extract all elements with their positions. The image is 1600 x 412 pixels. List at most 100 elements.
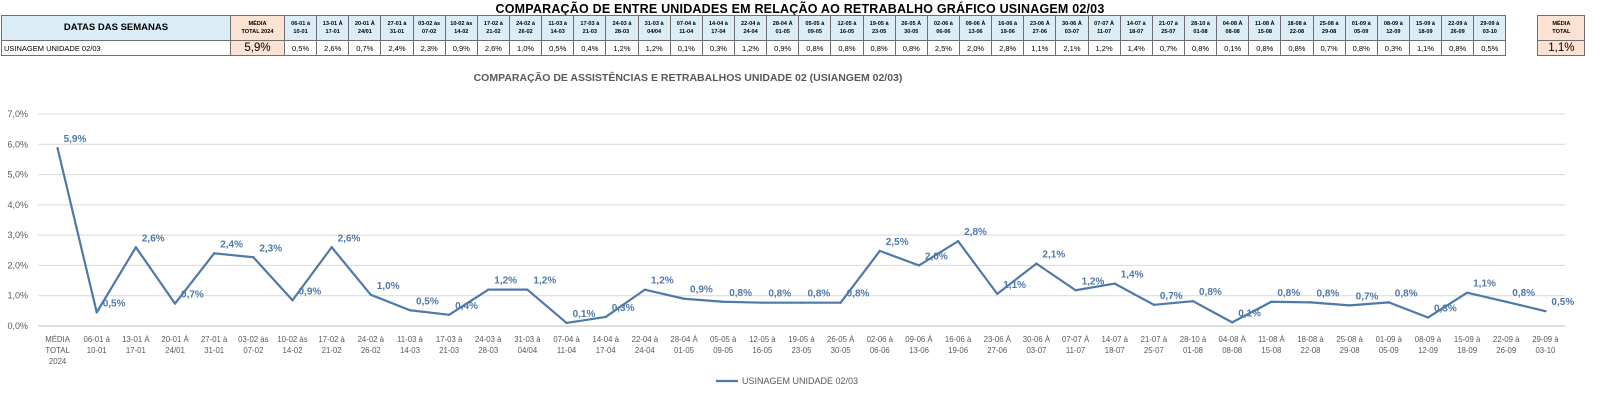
x-tick-label: 17-03 à 21-03 xyxy=(436,335,463,355)
line-chart: COMPARAÇÃO DE ASSISTÊNCIAS E RETRABALHOS… xyxy=(7,71,1574,386)
week-header-cell: 12-05 à 16-05 xyxy=(830,15,864,41)
x-tick-label-line: 04-08 À xyxy=(1219,335,1247,344)
week-header-cell: 19-05 à 23-05 xyxy=(862,15,896,41)
table-header-label: DATAS DAS SEMANAS xyxy=(1,15,231,41)
week-header-end: 14-03 xyxy=(550,29,565,35)
week-value-cell: 0,9% xyxy=(444,40,478,56)
week-header-cell: 23-06 À 27-06 xyxy=(1023,15,1057,41)
week-header-cell: 17-03 à 21-03 xyxy=(573,15,607,41)
week-header-end: 08-08 xyxy=(1225,29,1240,35)
x-tick-label: 24-02 à 26-02 xyxy=(358,335,385,355)
x-tick-label-line: 17-04 xyxy=(596,346,617,355)
media-2024-label-line: TOTAL 2024 xyxy=(241,29,274,35)
media-2024-label-line: MÉDIA xyxy=(248,21,267,27)
x-tick-label: 09-06 À 13-06 xyxy=(905,335,933,355)
y-tick-label: 5,0% xyxy=(7,170,28,180)
week-value-cell: 2,8% xyxy=(991,40,1025,56)
data-point xyxy=(604,315,607,319)
data-label: 2,0% xyxy=(925,251,948,262)
weekly-summary-table: DATAS DAS SEMANAS MÉDIA TOTAL 2024 06-01 à 1… xyxy=(1,15,1586,56)
week-header-end: 01-08 xyxy=(1193,29,1208,35)
week-header-start: 15-09 à xyxy=(1416,21,1435,27)
week-value-cell: 0,8% xyxy=(798,40,832,56)
week-header-start: 07-07 À xyxy=(1094,21,1115,27)
data-point xyxy=(95,311,98,314)
x-tick-label: 11-08 À 15-08 xyxy=(1258,335,1286,355)
x-tick-label: 20-01 À 24/01 xyxy=(161,335,189,355)
week-header-end: 26-09 xyxy=(1450,29,1465,35)
chart-title: COMPARAÇÃO DE ASSISTÊNCIAS E RETRABALHOS… xyxy=(474,71,903,84)
data-point xyxy=(721,300,725,303)
week-value-cell: 0,8% xyxy=(1248,40,1282,56)
x-tick-label-line: 01-05 xyxy=(674,346,695,355)
week-header-end: 24/01 xyxy=(357,29,372,35)
data-point xyxy=(134,246,138,249)
media-total-header: MÉDIA TOTAL xyxy=(1537,15,1586,41)
x-tick-label-line: 13-06 xyxy=(909,346,929,355)
week-header-cell: 03-02 às 07-02 xyxy=(412,15,446,41)
week-header-end: 18-07 xyxy=(1129,29,1144,35)
y-tick-label: 6,0% xyxy=(7,139,28,149)
data-label: 0,8% xyxy=(1277,288,1300,299)
x-tick-label-line: 15-08 xyxy=(1261,346,1281,355)
x-tick-label-line: 24-02 à xyxy=(358,335,385,344)
week-header-end: 21-03 xyxy=(582,29,597,35)
week-value-cell: 1,2% xyxy=(605,40,639,56)
data-label: 0,8% xyxy=(768,289,791,300)
week-value-cell: 2,6% xyxy=(476,40,510,56)
data-point xyxy=(526,288,529,291)
week-header-cell: 11-08 À 15-08 xyxy=(1248,15,1282,41)
data-label: 2,6% xyxy=(142,233,165,244)
data-label: 0,8% xyxy=(1317,288,1340,299)
x-tick-label: 02-06 à 06-06 xyxy=(867,335,894,355)
week-value-cell: 0,3% xyxy=(1376,40,1410,56)
x-tick-label: 03-02 às 07-02 xyxy=(238,335,268,355)
data-label: 1,2% xyxy=(1082,276,1105,287)
x-tick-label: 13-01 À 17-01 xyxy=(122,335,150,355)
x-tick-label-line: 23-06 À xyxy=(984,335,1012,344)
week-header-cell: 21-07 à 25-07 xyxy=(1151,15,1185,41)
data-point xyxy=(487,288,490,291)
week-header-cell: 14-07 à 18-07 xyxy=(1119,15,1153,41)
data-point xyxy=(800,301,803,304)
data-point xyxy=(369,293,373,297)
data-point xyxy=(1270,300,1273,303)
week-header-cell: 13-01 À 17-01 xyxy=(316,15,350,41)
x-tick-label: 28-04 À 01-05 xyxy=(670,335,698,355)
x-tick-label: 17-02 à 21-02 xyxy=(318,335,345,355)
x-tick-label-line: 21-03 xyxy=(439,346,459,355)
x-tick-label: 14-04 à 17-04 xyxy=(593,335,620,355)
x-tick-label-line: 28-03 xyxy=(478,346,498,355)
data-point xyxy=(1426,316,1430,319)
x-tick-label-line: 12-09 xyxy=(1418,346,1438,355)
week-header-start: 08-09 à xyxy=(1383,21,1403,27)
data-point xyxy=(643,288,647,291)
week-value-cell: 0,1% xyxy=(1216,40,1250,56)
data-point xyxy=(996,292,999,296)
week-header-start: 01-09 à xyxy=(1351,21,1371,27)
x-tick-label-line: 10-02 às xyxy=(277,335,307,344)
week-header-cell: 27-01 à 31-01 xyxy=(380,15,414,41)
week-header-cell: 01-09 à 05-09 xyxy=(1344,15,1378,41)
week-header-start: 21-07 à xyxy=(1158,21,1178,27)
data-point xyxy=(56,147,59,150)
week-header-cell: 29-09 à 03-10 xyxy=(1473,15,1507,41)
week-header-start: 22-09 à xyxy=(1448,21,1468,27)
week-header-start: 17-02 à xyxy=(483,21,503,27)
x-tick-label-line: 22-08 xyxy=(1301,346,1321,355)
x-tick-label-line: 08-09 à xyxy=(1415,335,1442,344)
x-tick-label-line: 26-05 À xyxy=(827,335,855,344)
week-header-start: 14-07 à xyxy=(1126,21,1146,27)
x-tick-label-line: 23-05 xyxy=(792,346,813,355)
x-tick-label-line: 14-04 à xyxy=(593,335,620,344)
x-tick-label: 05-05 à 09-05 xyxy=(710,335,737,355)
week-header-cell: 07-07 À 11-07 xyxy=(1087,15,1121,41)
week-header-start: 16-06 à xyxy=(998,21,1018,27)
week-value-cell: 1,2% xyxy=(733,40,768,56)
week-header-start: 07-04 à xyxy=(676,21,696,27)
week-header-start: 10-02 às xyxy=(450,21,473,27)
data-label: 0,7% xyxy=(1160,291,1183,302)
y-tick-label: 3,0% xyxy=(7,230,28,240)
week-value-cell: 2,4% xyxy=(380,40,414,56)
x-tick-label-line: 07-02 xyxy=(243,346,263,355)
